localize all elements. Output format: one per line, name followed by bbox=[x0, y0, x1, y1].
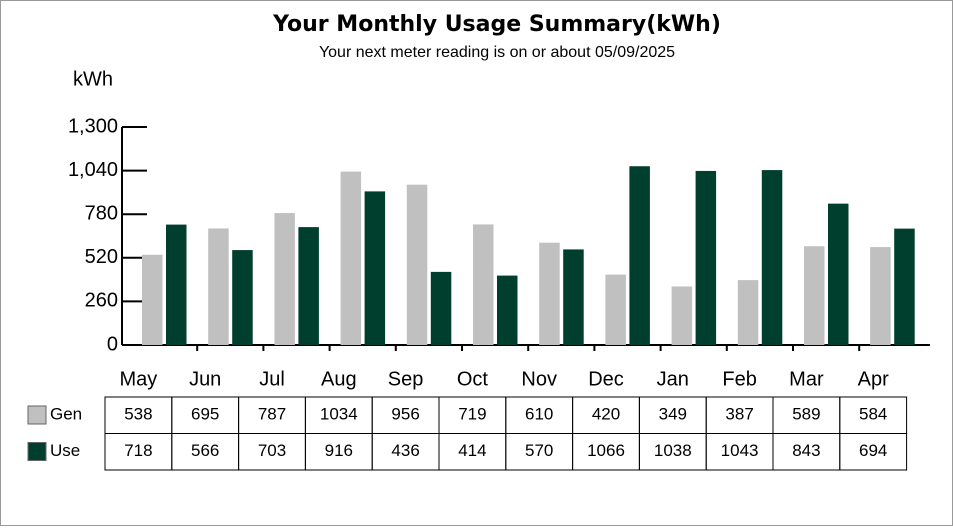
x-tick-label: Aug bbox=[321, 368, 357, 390]
table-value: 538 bbox=[124, 405, 152, 424]
x-tick-label: Sep bbox=[388, 368, 424, 390]
bar bbox=[894, 228, 915, 345]
table-value: 436 bbox=[391, 441, 419, 460]
bar bbox=[629, 166, 650, 345]
x-tick-label: Dec bbox=[588, 368, 624, 390]
x-tick-label: Mar bbox=[789, 368, 824, 390]
bar bbox=[737, 280, 759, 345]
table-value: 956 bbox=[391, 405, 419, 424]
y-tick-label: 1,040 bbox=[68, 159, 118, 181]
x-tick-label: May bbox=[120, 368, 158, 390]
bar bbox=[340, 171, 362, 345]
bar bbox=[406, 184, 428, 345]
bar bbox=[364, 191, 386, 345]
bar bbox=[539, 242, 560, 345]
x-tick-label: Oct bbox=[457, 368, 489, 390]
y-tick-label: 1,300 bbox=[68, 115, 118, 137]
chart-subtitle: Your next meter reading is on or about 0… bbox=[319, 44, 675, 61]
table-value: 695 bbox=[191, 405, 219, 424]
x-tick-label: Feb bbox=[722, 368, 756, 390]
table-value: 843 bbox=[792, 441, 820, 460]
table-value: 787 bbox=[258, 405, 286, 424]
table-value: 1034 bbox=[320, 405, 358, 424]
x-tick-label: Jan bbox=[657, 368, 689, 390]
bar bbox=[208, 228, 229, 345]
table-value: 610 bbox=[525, 405, 553, 424]
bar bbox=[761, 170, 783, 345]
table-value: 584 bbox=[859, 405, 887, 424]
bar bbox=[430, 271, 452, 345]
table-value: 570 bbox=[525, 441, 553, 460]
table-value: 719 bbox=[458, 405, 486, 424]
x-tick-label: Jul bbox=[259, 368, 285, 390]
bar bbox=[804, 246, 825, 345]
legend-label: Use bbox=[50, 441, 80, 460]
table-value: 1066 bbox=[587, 441, 625, 460]
table-value: 694 bbox=[859, 441, 887, 460]
legend-swatch bbox=[27, 442, 47, 461]
table-value: 1043 bbox=[721, 441, 759, 460]
table-cell bbox=[839, 433, 908, 471]
table-value: 349 bbox=[659, 405, 687, 424]
y-axis-label: kWh bbox=[73, 68, 113, 90]
bar bbox=[232, 250, 253, 345]
table-value: 566 bbox=[191, 441, 219, 460]
table-value: 420 bbox=[592, 405, 620, 424]
y-tick-label: 780 bbox=[85, 202, 118, 224]
legend-swatch bbox=[27, 405, 47, 425]
x-tick-label: Apr bbox=[858, 368, 889, 390]
bar bbox=[274, 213, 295, 345]
bar bbox=[473, 224, 494, 345]
bar bbox=[605, 274, 626, 345]
y-tick-label: 0 bbox=[107, 333, 118, 355]
chart-title: Your Monthly Usage Summary(kWh) bbox=[272, 12, 721, 37]
legend-label: Gen bbox=[50, 405, 82, 424]
bar bbox=[671, 286, 693, 345]
bar bbox=[870, 247, 891, 345]
x-tick-label: Jun bbox=[189, 368, 221, 390]
y-tick-label: 260 bbox=[85, 290, 118, 312]
table-value: 718 bbox=[124, 441, 152, 460]
x-tick-label: Nov bbox=[521, 368, 557, 390]
table-value: 916 bbox=[325, 441, 353, 460]
bar bbox=[563, 249, 584, 345]
table-value: 703 bbox=[258, 441, 286, 460]
bar bbox=[695, 170, 717, 345]
bar bbox=[166, 224, 187, 345]
table-value: 414 bbox=[458, 441, 486, 460]
bar bbox=[828, 203, 849, 345]
table-value: 387 bbox=[725, 405, 753, 424]
y-tick-label: 520 bbox=[85, 246, 118, 268]
table-value: 1038 bbox=[654, 441, 692, 460]
bar bbox=[142, 254, 163, 345]
table-value: 589 bbox=[792, 405, 820, 424]
bar bbox=[298, 227, 319, 345]
bar bbox=[497, 275, 518, 345]
